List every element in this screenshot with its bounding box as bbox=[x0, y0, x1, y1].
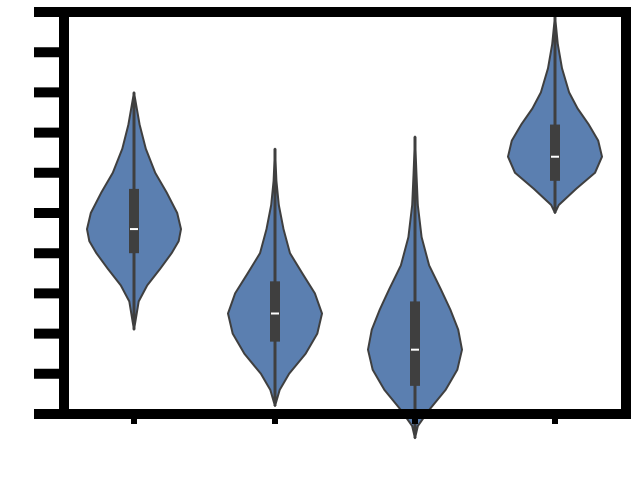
violin-iqr-box bbox=[550, 124, 560, 181]
violin-iqr-box bbox=[410, 301, 420, 386]
violin-iqr-box bbox=[270, 281, 280, 342]
violin-iqr-box bbox=[129, 188, 139, 254]
violin-layer bbox=[86, 15, 603, 440]
axis-layer bbox=[34, 7, 631, 424]
